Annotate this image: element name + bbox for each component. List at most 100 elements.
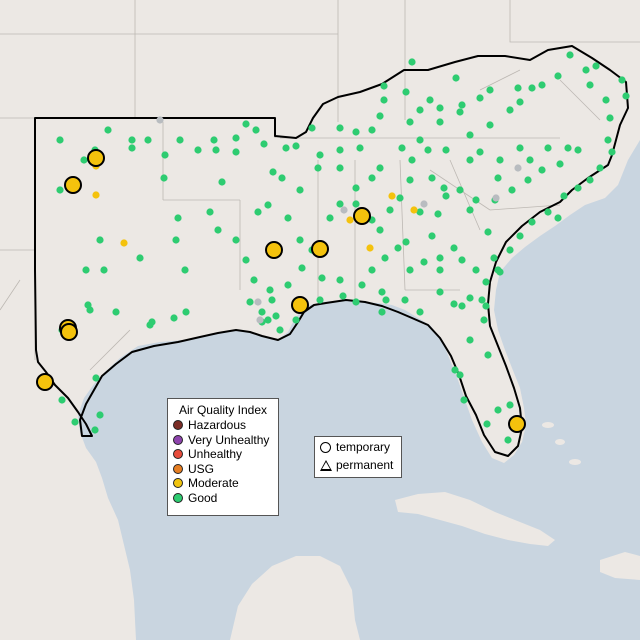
good-monitor-point [526,156,534,164]
legend-label: Good [188,490,218,505]
good-monitor-point [458,256,466,264]
good-monitor-point [504,436,512,444]
moderate-temporary-monitor [311,240,329,258]
good-monitor-point [480,316,488,324]
good-monitor-point [352,184,360,192]
good-monitor-point [516,144,524,152]
good-swatch-icon [173,492,183,503]
monitor-points [36,51,630,444]
legend-label: permanent [336,458,394,472]
good-monitor-point [466,156,474,164]
good-monitor-point [264,316,272,324]
moderate-temporary-monitor [508,415,526,433]
good-monitor-point [436,254,444,262]
good-monitor-point [496,156,504,164]
good-monitor-point [472,196,480,204]
good-monitor-point [128,136,136,144]
region-outline [34,45,629,457]
good-monitor-point [622,92,630,100]
good-monitor-point [128,144,136,152]
moderate-temporary-monitor [36,373,54,391]
good-monitor-point [269,168,277,176]
legend-item-hazardous: Hazardous [168,418,278,433]
moderate-temporary-monitor [60,323,78,341]
good-monitor-point [386,206,394,214]
good-monitor-point [252,126,260,134]
good-monitor-point [352,200,360,208]
good-monitor-point [356,144,364,152]
good-monitor-point [161,151,169,159]
good-monitor-point [484,351,492,359]
bahamas-islands [542,422,581,465]
moderate-monitor-point [388,192,396,200]
good-monitor-point [92,374,100,382]
good-monitor-point [100,266,108,274]
good-monitor-point [486,86,494,94]
good-monitor-point [416,308,424,316]
good-monitor-point [368,174,376,182]
triangle-icon [320,459,332,471]
legend-item-usg: USG [168,462,278,477]
good-monitor-point [586,81,594,89]
good-monitor-point [516,232,524,240]
moderate-temporary-monitor [291,296,309,314]
good-monitor-point [506,106,514,114]
good-monitor-point [174,214,182,222]
moderate-monitor-point [92,191,100,199]
good-monitor-point [381,254,389,262]
good-monitor-point [458,101,466,109]
good-monitor-point [494,174,502,182]
good-monitor-point [436,266,444,274]
good-monitor-point [206,208,214,216]
good-monitor-point [232,134,240,142]
good-monitor-point [466,206,474,214]
good-monitor-point [380,96,388,104]
good-monitor-point [218,178,226,186]
good-monitor-point [604,136,612,144]
good-monitor-point [96,411,104,419]
good-monitor-point [336,200,344,208]
good-monitor-point [476,94,484,102]
circle-icon [320,441,331,453]
good-monitor-point [396,194,404,202]
good-monitor-point [494,406,502,414]
good-monitor-point [260,140,268,148]
good-monitor-point [451,366,459,374]
good-monitor-point [376,112,384,120]
good-monitor-point [232,236,240,244]
good-monitor-point [272,312,280,320]
good-monitor-point [56,136,64,144]
good-monitor-point [336,276,344,284]
good-monitor-point [284,281,292,289]
no-data-monitor-point [492,194,500,202]
legend-label: Moderate [188,476,239,491]
good-monitor-point [544,144,552,152]
legend-label: temporary [336,440,391,454]
good-monitor-point [136,254,144,262]
good-monitor-point [160,174,168,182]
good-monitor-point [458,302,466,310]
good-monitor-point [58,396,66,404]
moderate-monitor-point [410,206,418,214]
good-monitor-point [450,244,458,252]
good-monitor-point [456,371,464,379]
good-monitor-point [254,208,262,216]
no-data-monitor-point [340,206,348,214]
moderate-monitor-point [120,239,128,247]
good-monitor-point [368,266,376,274]
hispaniola-island [600,552,640,580]
good-monitor-point [456,186,464,194]
good-monitor-point [456,108,464,116]
good-monitor-point [606,114,614,122]
good-monitor-point [442,146,450,154]
moderate-temporary-monitor [64,176,82,194]
good-monitor-point [582,66,590,74]
good-monitor-point [276,326,284,334]
good-monitor-point [352,128,360,136]
aqi-legend-title: Air Quality Index [178,403,268,417]
legend-label: Hazardous [188,418,247,433]
legend-item-moderate: Moderate [168,476,278,491]
good-monitor-point [172,236,180,244]
good-monitor-point [416,136,424,144]
